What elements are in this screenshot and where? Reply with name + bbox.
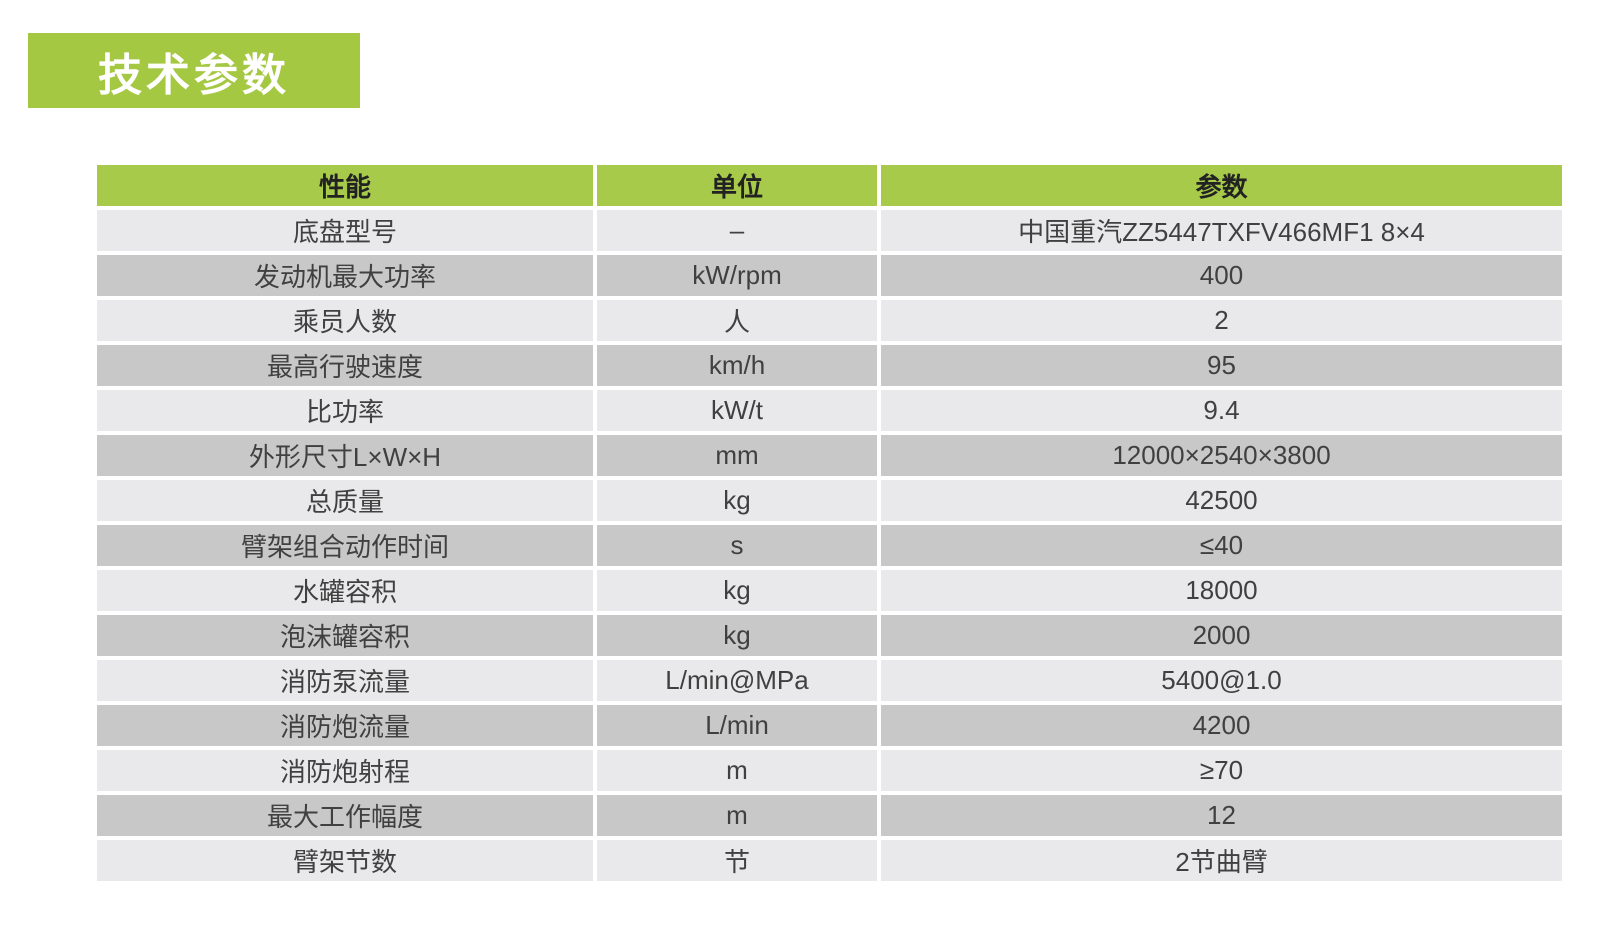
cell-unit: m	[597, 795, 877, 836]
cell-value: 18000	[881, 570, 1562, 611]
cell-value: 12	[881, 795, 1562, 836]
cell-value: 400	[881, 255, 1562, 296]
section-title-banner: 技术参数	[28, 33, 360, 108]
cell-value: 5400@1.0	[881, 660, 1562, 701]
col-header-performance: 性能	[97, 165, 593, 206]
cell-property: 消防泵流量	[97, 660, 593, 701]
cell-value: 9.4	[881, 390, 1562, 431]
cell-value: ≤40	[881, 525, 1562, 566]
section-title: 技术参数	[98, 50, 290, 100]
cell-unit: kg	[597, 615, 877, 656]
cell-property: 总质量	[97, 480, 593, 521]
cell-unit: kg	[597, 570, 877, 611]
cell-property: 臂架节数	[97, 840, 593, 881]
cell-unit: mm	[597, 435, 877, 476]
cell-property: 最高行驶速度	[97, 345, 593, 386]
col-header-unit: 单位	[597, 165, 877, 206]
cell-property: 比功率	[97, 390, 593, 431]
cell-property: 臂架组合动作时间	[97, 525, 593, 566]
cell-property: 水罐容积	[97, 570, 593, 611]
cell-value: 中国重汽ZZ5447TXFV466MF1 8×4	[881, 210, 1562, 251]
cell-value: 42500	[881, 480, 1562, 521]
cell-value: 4200	[881, 705, 1562, 746]
cell-unit: s	[597, 525, 877, 566]
cell-property: 底盘型号	[97, 210, 593, 251]
cell-unit: 节	[597, 840, 877, 881]
cell-unit: km/h	[597, 345, 877, 386]
spec-table: 性能 单位 参数 底盘型号 – 中国重汽ZZ5447TXFV466MF1 8×4…	[97, 165, 1562, 881]
cell-value: 2000	[881, 615, 1562, 656]
cell-property: 泡沫罐容积	[97, 615, 593, 656]
cell-property: 发动机最大功率	[97, 255, 593, 296]
cell-unit: kW/rpm	[597, 255, 877, 296]
cell-value: 95	[881, 345, 1562, 386]
cell-unit: L/min	[597, 705, 877, 746]
cell-property: 消防炮流量	[97, 705, 593, 746]
col-header-parameter: 参数	[881, 165, 1562, 206]
cell-unit: L/min@MPa	[597, 660, 877, 701]
cell-unit: m	[597, 750, 877, 791]
cell-unit: kW/t	[597, 390, 877, 431]
cell-value: 12000×2540×3800	[881, 435, 1562, 476]
cell-property: 乘员人数	[97, 300, 593, 341]
cell-unit: 人	[597, 300, 877, 341]
cell-property: 外形尺寸L×W×H	[97, 435, 593, 476]
cell-value: ≥70	[881, 750, 1562, 791]
cell-property: 消防炮射程	[97, 750, 593, 791]
cell-property: 最大工作幅度	[97, 795, 593, 836]
cell-unit: kg	[597, 480, 877, 521]
cell-value: 2	[881, 300, 1562, 341]
cell-unit: –	[597, 210, 877, 251]
cell-value: 2节曲臂	[881, 840, 1562, 881]
